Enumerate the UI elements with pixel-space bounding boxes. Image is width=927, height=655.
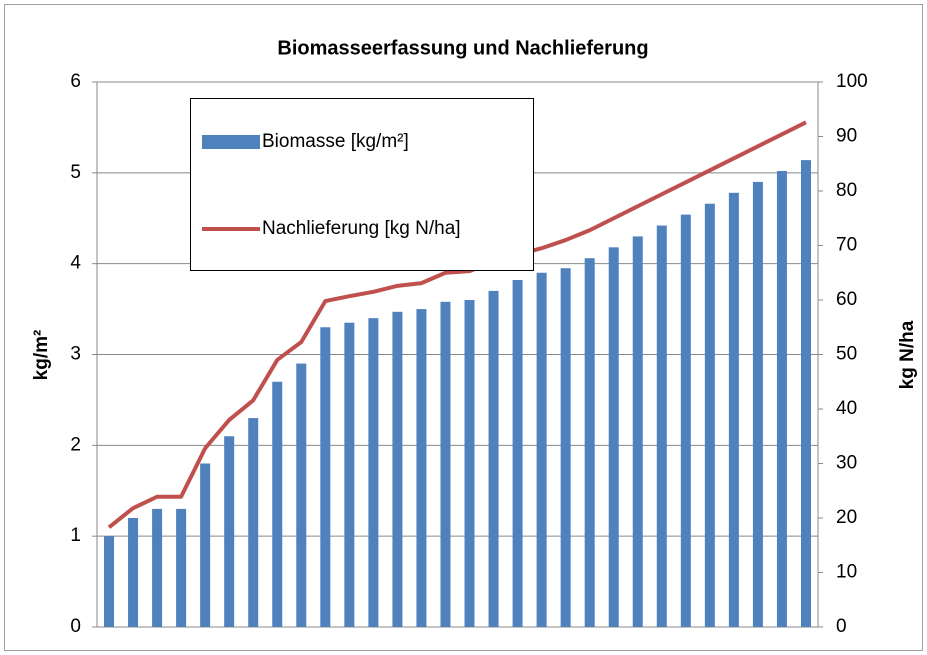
y-tick-label: 4 xyxy=(70,253,81,274)
line-series xyxy=(107,120,807,529)
y2-tick-label: 100 xyxy=(836,71,868,92)
y2-tick-label: 10 xyxy=(836,562,857,583)
bar xyxy=(704,203,715,627)
y2-tick-label: 80 xyxy=(836,180,857,201)
bar xyxy=(368,318,379,627)
bar xyxy=(248,418,259,627)
y2-tick-label: 70 xyxy=(836,235,857,256)
y2-tick-label: 50 xyxy=(836,344,857,365)
bar xyxy=(728,192,739,628)
legend-swatch xyxy=(202,135,260,149)
y2-tick-label: 0 xyxy=(836,616,847,637)
bar xyxy=(632,236,643,627)
legend-label: Biomasse [kg/m²] xyxy=(262,131,409,152)
bar xyxy=(656,225,667,627)
y2-tick-label: 90 xyxy=(836,126,857,147)
bar xyxy=(320,327,331,627)
bar xyxy=(296,363,307,627)
bar xyxy=(200,463,211,627)
bar xyxy=(176,508,187,627)
bar xyxy=(416,309,427,627)
bar xyxy=(272,381,283,627)
chart-title: Biomasseerfassung und Nachlieferung xyxy=(277,37,648,59)
bar xyxy=(776,171,787,627)
y-tick-label: 0 xyxy=(70,616,81,637)
bar xyxy=(152,508,163,627)
y2-axis-label: kg N/ha xyxy=(897,320,918,389)
bar xyxy=(560,268,571,627)
y2-tick-label: 60 xyxy=(836,289,857,310)
bar xyxy=(512,280,523,627)
bar xyxy=(440,301,451,627)
bar xyxy=(224,436,235,627)
bar xyxy=(584,258,595,627)
y-tick-label: 2 xyxy=(70,434,81,455)
bar xyxy=(464,300,475,627)
bar xyxy=(608,247,619,628)
y2-tick-label: 30 xyxy=(836,453,857,474)
y-tick-label: 6 xyxy=(70,71,81,92)
y-tick-label: 3 xyxy=(70,344,81,365)
y2-tick-label: 40 xyxy=(836,398,857,419)
y-axis-label: kg/m² xyxy=(31,330,52,381)
bar xyxy=(104,536,115,627)
bar xyxy=(488,290,499,627)
bar xyxy=(536,272,547,627)
y-tick-label: 1 xyxy=(70,525,81,546)
legend-box xyxy=(190,98,534,271)
y2-tick-label: 20 xyxy=(836,507,857,528)
bar xyxy=(344,322,355,627)
bar xyxy=(800,160,811,627)
bar xyxy=(392,311,403,627)
y-tick-label: 5 xyxy=(70,162,81,183)
bar xyxy=(128,518,139,627)
bar xyxy=(752,181,763,627)
bar xyxy=(680,214,691,627)
legend-label: Nachlieferung [kg N/ha] xyxy=(262,218,461,239)
